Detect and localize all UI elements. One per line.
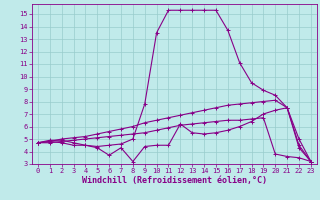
X-axis label: Windchill (Refroidissement éolien,°C): Windchill (Refroidissement éolien,°C): [82, 176, 267, 185]
